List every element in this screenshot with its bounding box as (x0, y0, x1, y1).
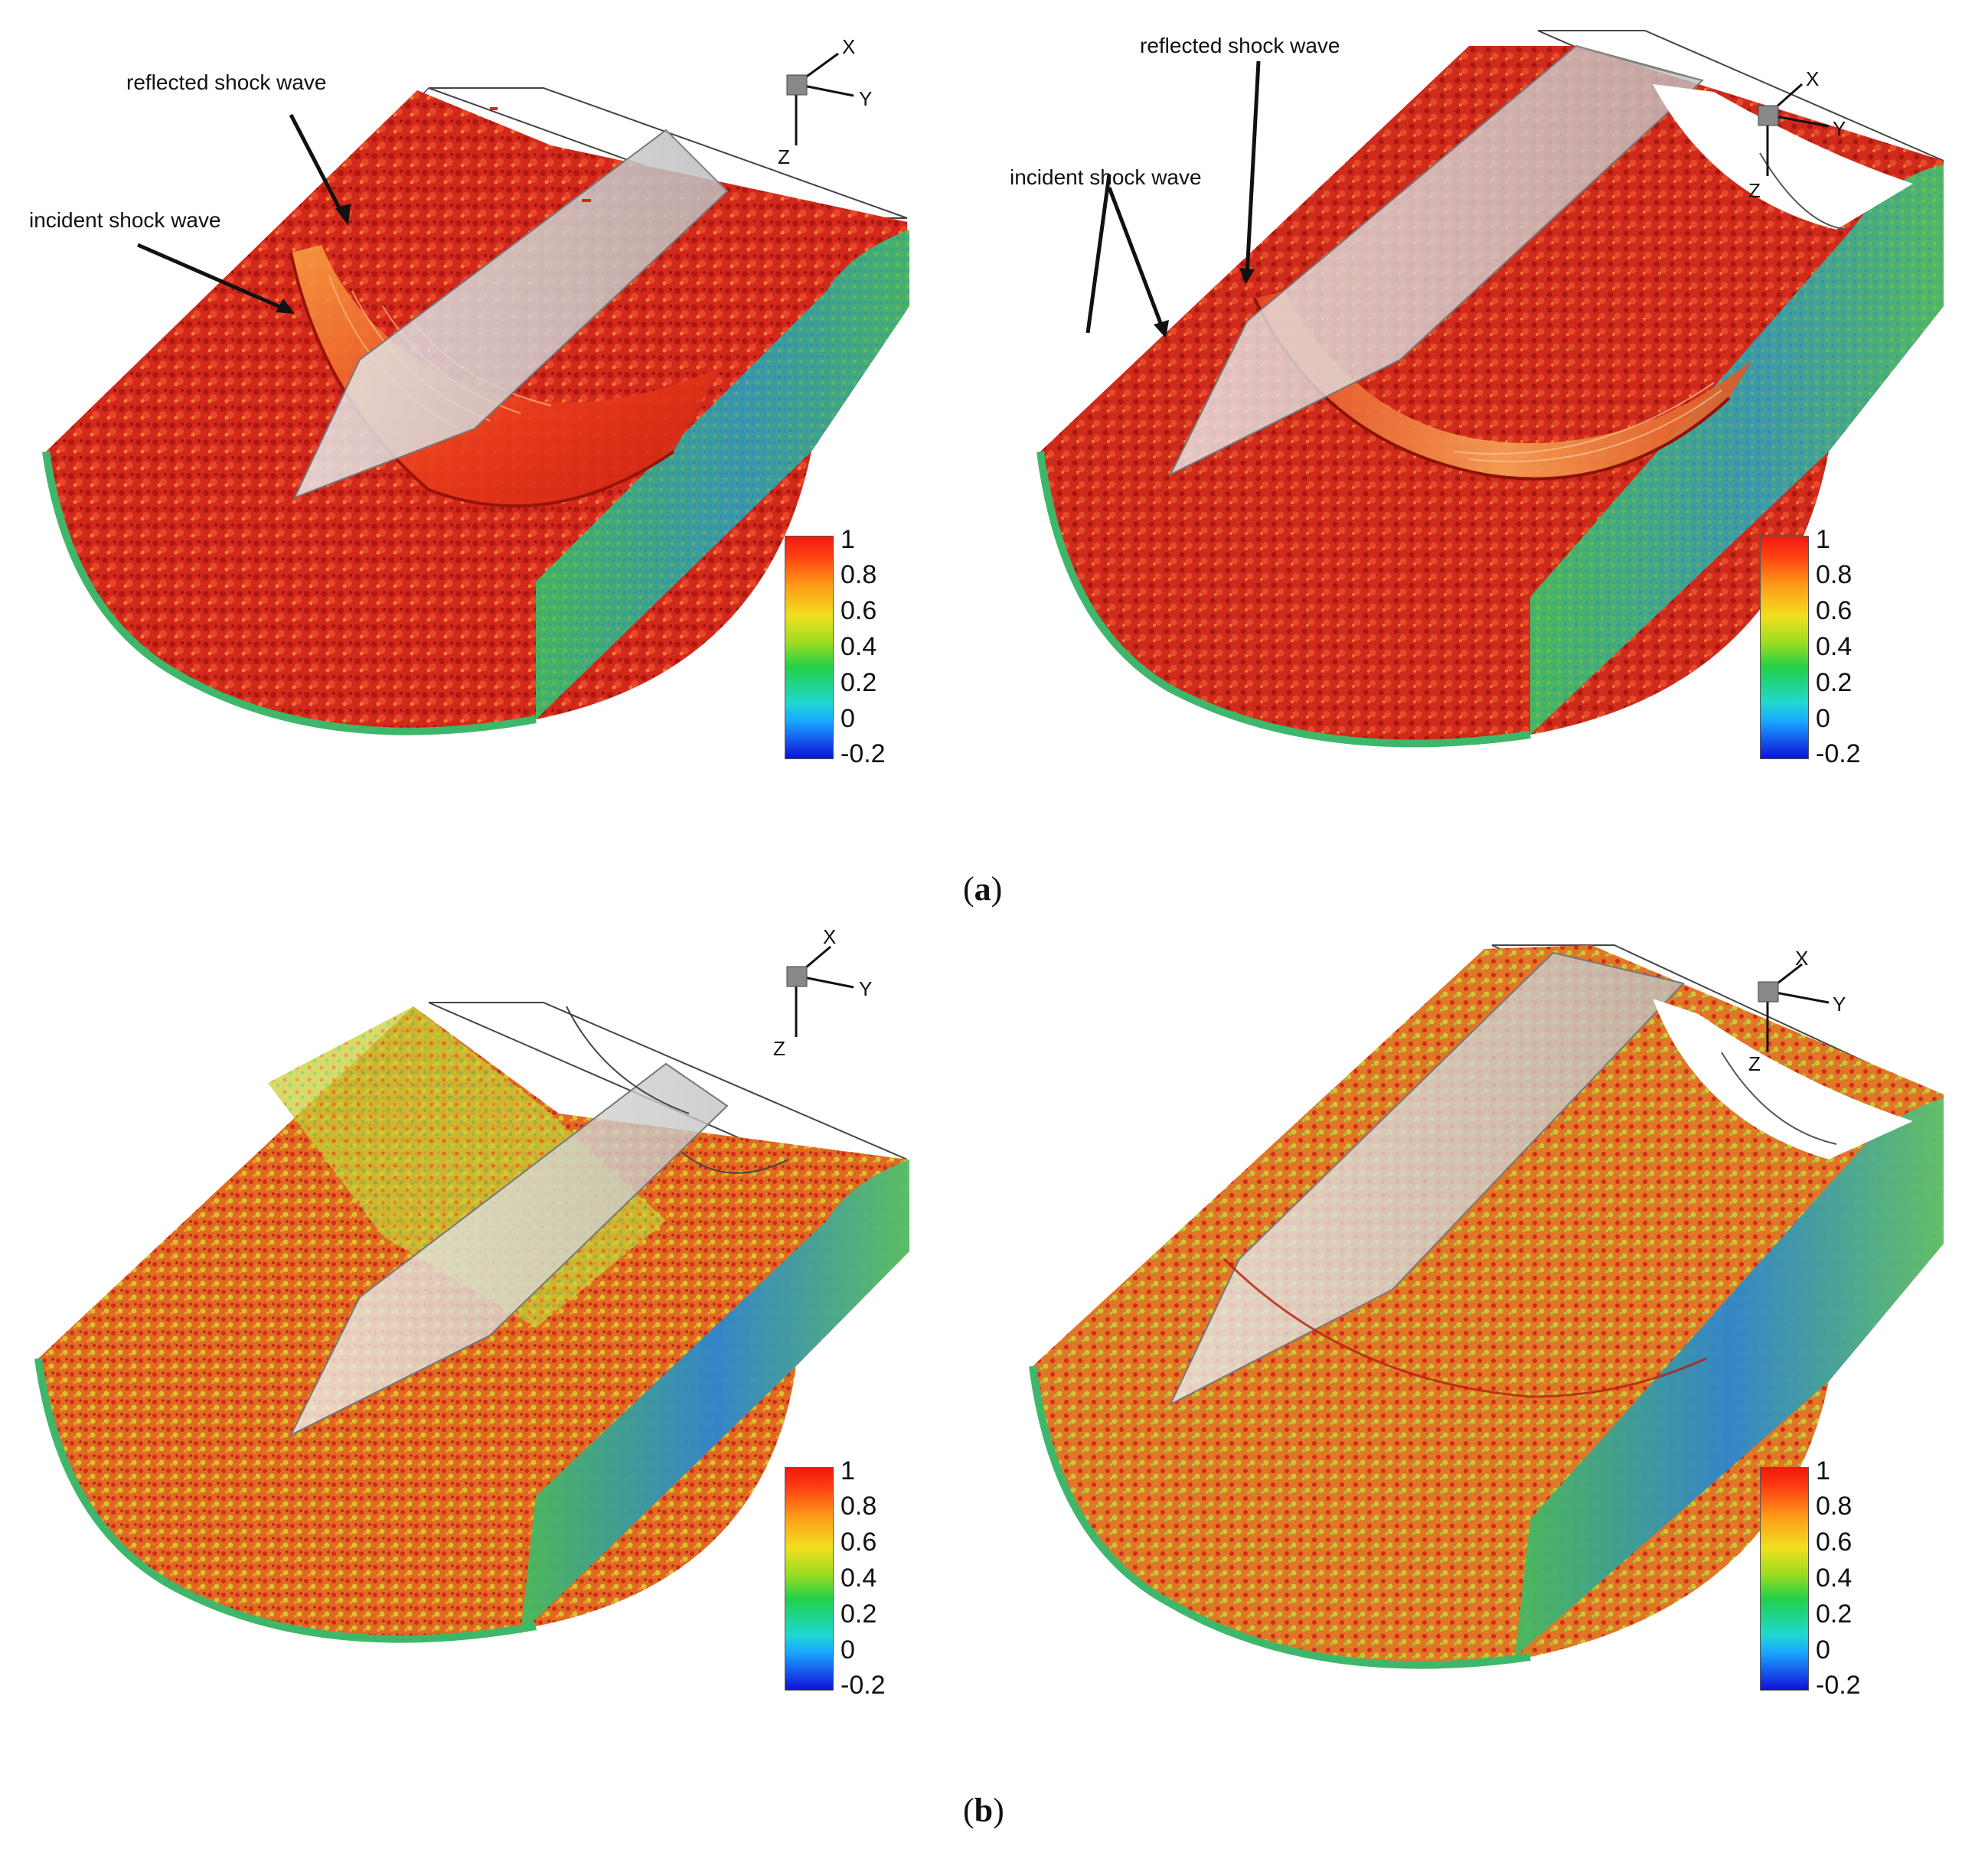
axis-x-label: X (1795, 947, 1809, 970)
colorbar-tick: 0.8 (841, 1492, 877, 1521)
incident-shock-label: incident shock wave (1010, 165, 1202, 189)
caption-close: ) (991, 870, 1003, 908)
colorbar-tick: 0 (841, 704, 855, 733)
panel-b-left: X Y Z 1 0.8 0.6 0.4 0.2 0 -0.2 (0, 925, 994, 1733)
flow-visualization (34, 945, 909, 1643)
colorbar-tick: 0.2 (841, 1599, 877, 1629)
axis-z-label: Z (773, 1037, 785, 1060)
colorbar (1760, 1467, 1809, 1691)
axis-y-label: Y (1833, 117, 1846, 140)
colorbar-tick: 1 (841, 1456, 855, 1485)
colorbar (1760, 536, 1809, 759)
axis-x-label: X (1806, 67, 1820, 90)
reflected-shock-label: reflected shock wave (1140, 34, 1340, 57)
axis-y-label: Y (859, 87, 873, 110)
flow-visualization (1036, 30, 1944, 748)
caption-b: (b) (963, 1791, 1004, 1830)
colorbar-tick: 0 (1816, 1635, 1830, 1665)
colorbar-tick: 0.4 (1816, 632, 1853, 661)
axis-x-label: X (842, 35, 856, 58)
colorbar-tick: 1 (841, 525, 855, 554)
flow-visualization (42, 52, 909, 735)
caption-a: (a) (963, 869, 1002, 908)
colorbar-tick: 0.2 (841, 668, 877, 697)
colorbar-tick: 0.4 (841, 1564, 877, 1593)
colorbar-tick: -0.2 (1816, 1671, 1861, 1700)
axis-y-label: Y (859, 977, 873, 1000)
panel-a-right: reflected shock wave incident shock wave… (994, 0, 1988, 804)
caption-open: ( (963, 1792, 974, 1829)
colorbar (785, 1467, 834, 1691)
colorbar-tick: 0.6 (1816, 596, 1853, 625)
incident-shock-label: incident shock wave (29, 208, 221, 232)
colorbar-tick: 0.4 (841, 632, 877, 661)
colorbar-tick: -0.2 (841, 1671, 886, 1700)
axis-y-label: Y (1833, 993, 1846, 1016)
colorbar-tick: 0.8 (841, 560, 877, 589)
colorbar-tick: 0.8 (1816, 1492, 1853, 1521)
colorbar-tick: 0.6 (1816, 1528, 1853, 1557)
reflected-shock-label: reflected shock wave (126, 70, 327, 94)
axis-z-label: Z (778, 145, 790, 168)
panel-b-right: X Y Z 1 0.8 0.6 0.4 0.2 0 -0.2 (994, 930, 1988, 1733)
colorbar (785, 536, 834, 759)
axis-z-label: Z (1748, 1052, 1761, 1075)
caption-letter: b (974, 1792, 994, 1829)
axis-z-label: Z (1748, 179, 1761, 202)
colorbar-tick: 0 (841, 1635, 855, 1665)
colorbar-tick: 0.2 (1816, 1599, 1853, 1629)
axis-x-label: X (823, 925, 837, 948)
colorbar-tick: 0 (1816, 704, 1830, 733)
colorbar-tick: -0.2 (1816, 739, 1861, 768)
caption-letter: a (974, 870, 991, 908)
colorbar-tick: 0.6 (841, 1528, 877, 1557)
colorbar-tick: 1 (1816, 1456, 1830, 1485)
colorbar-tick: 0.4 (1816, 1564, 1853, 1593)
caption-close: ) (993, 1792, 1004, 1829)
colorbar-tick: 1 (1816, 525, 1830, 554)
panel-a-left: reflected shock wave incident shock wave… (0, 0, 994, 804)
flow-visualization (1029, 944, 1944, 1669)
colorbar-tick: 0.6 (841, 596, 877, 625)
colorbar-tick: -0.2 (841, 739, 886, 768)
colorbar-tick: 0.8 (1816, 560, 1853, 589)
colorbar-tick: 0.2 (1816, 668, 1853, 697)
caption-open: ( (963, 870, 974, 908)
